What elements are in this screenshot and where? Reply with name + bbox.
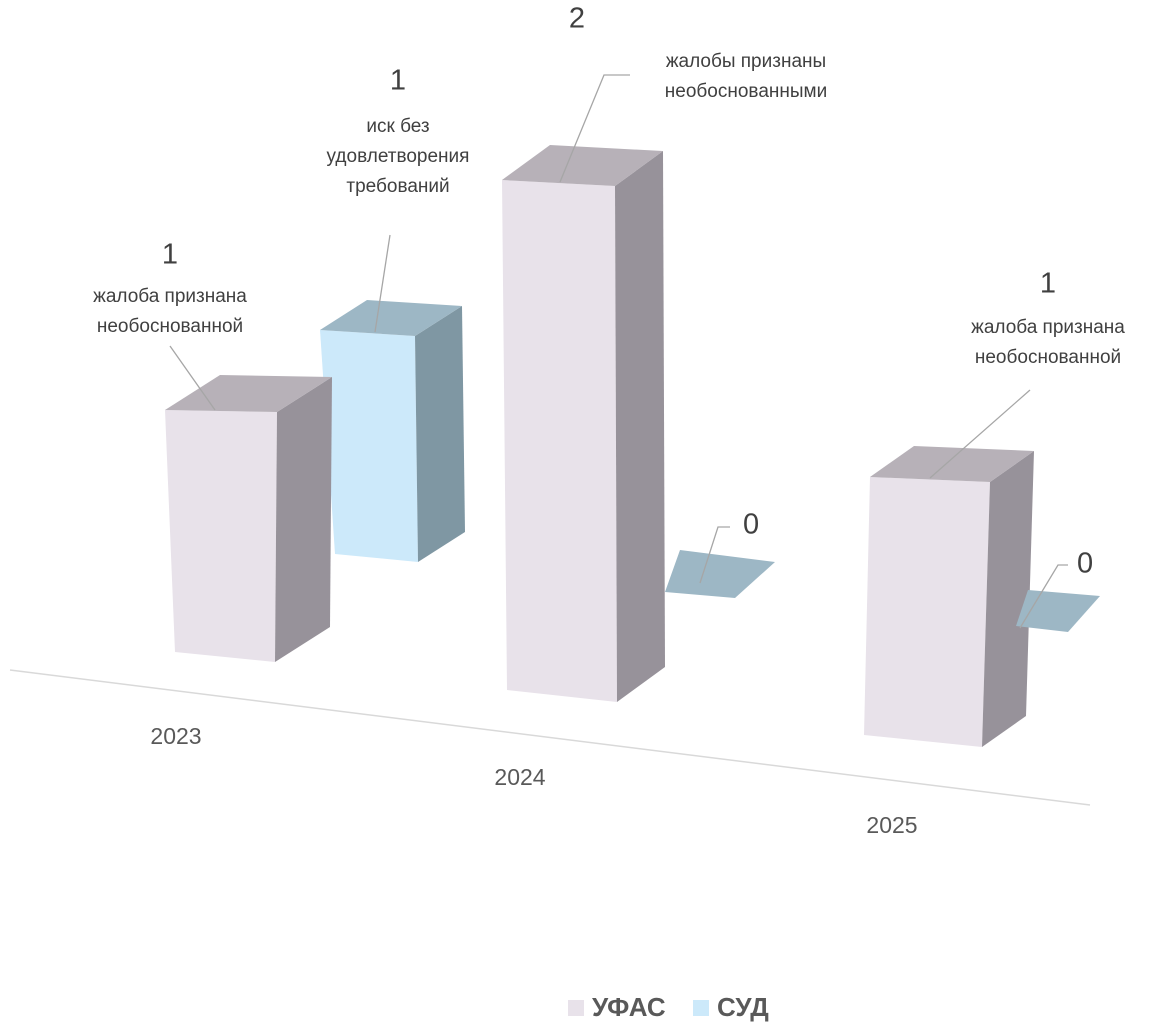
- legend-label-СУД: СУД: [717, 992, 769, 1022]
- data-label-value-УФАС-2023: 1: [162, 239, 178, 271]
- bars: [165, 145, 1100, 747]
- leader-line-УФАС-2024: [559, 74, 630, 183]
- data-label-caption-УФАС-2024: необоснованными: [665, 81, 827, 102]
- bar-УФАС-2025-top: [870, 446, 1034, 482]
- bar-УФАС-2025-front: [864, 477, 990, 747]
- data-label-caption-УФАС-2025: жалоба признана: [971, 317, 1125, 338]
- data-label-value-СУД-2023: 1: [390, 65, 406, 97]
- leader-lines: [169, 74, 1068, 629]
- bar-СУД-2025-top: [1016, 590, 1100, 632]
- leader-line-СУД-2024: [699, 526, 730, 584]
- bar-УФАС-2023-side: [275, 377, 332, 662]
- legend-label-УФАС: УФАС: [592, 992, 666, 1022]
- bar-УФАС-2024-front: [502, 180, 617, 702]
- bar-УФАС-2024-side: [615, 151, 665, 702]
- x-tick-label-2025: 2025: [866, 812, 917, 838]
- bar-УФАС-2023-top: [165, 375, 332, 412]
- x-axis-floor-line: [9, 669, 1091, 806]
- leader-line-УФАС-2025: [929, 389, 1031, 479]
- data-label-caption-УФАС-2023: необоснованной: [97, 316, 243, 337]
- data-labels: 1 жалоба признана необоснованной 2 жалобы пр…: [93, 3, 1125, 580]
- data-label-value-СУД-2024: 0: [743, 509, 759, 541]
- data-label-value-СУД-2025: 0: [1077, 548, 1093, 580]
- bar-УФАС-2023-front: [165, 410, 277, 662]
- bar-УФАС-2024-top: [502, 145, 663, 186]
- legend-swatch-СУД: [693, 1000, 709, 1016]
- data-label-value-УФАС-2024: 2: [569, 3, 585, 35]
- data-label-caption-УФАС-2024: жалобы признаны: [666, 51, 826, 72]
- leader-line-СУД-2025: [1019, 564, 1068, 629]
- data-label-value-УФАС-2025: 1: [1040, 268, 1056, 300]
- leader-line-УФАС-2023: [169, 345, 216, 411]
- data-label-caption-СУД-2023: требований: [346, 176, 449, 197]
- bar-СУД-2023-front: [320, 330, 418, 562]
- x-tick-label-2024: 2024: [494, 764, 545, 790]
- bar-СУД-2024-top: [665, 550, 775, 598]
- bar-СУД-2023-side: [415, 306, 465, 562]
- data-label-caption-СУД-2023: иск без: [366, 116, 429, 137]
- data-label-caption-СУД-2023: удовлетворения: [327, 146, 470, 167]
- x-axis-tick-labels: 2023 2024 2025: [150, 723, 917, 838]
- legend: УФАС СУД: [568, 992, 769, 1022]
- x-tick-label-2023: 2023: [150, 723, 201, 749]
- bar-УФАС-2025-side: [982, 451, 1034, 747]
- legend-swatch-УФАС: [568, 1000, 584, 1016]
- data-label-caption-УФАС-2025: необоснованной: [975, 347, 1121, 368]
- leader-line-СУД-2023: [374, 234, 391, 333]
- bar-СУД-2023-top: [320, 300, 462, 336]
- data-label-caption-УФАС-2023: жалоба признана: [93, 286, 247, 307]
